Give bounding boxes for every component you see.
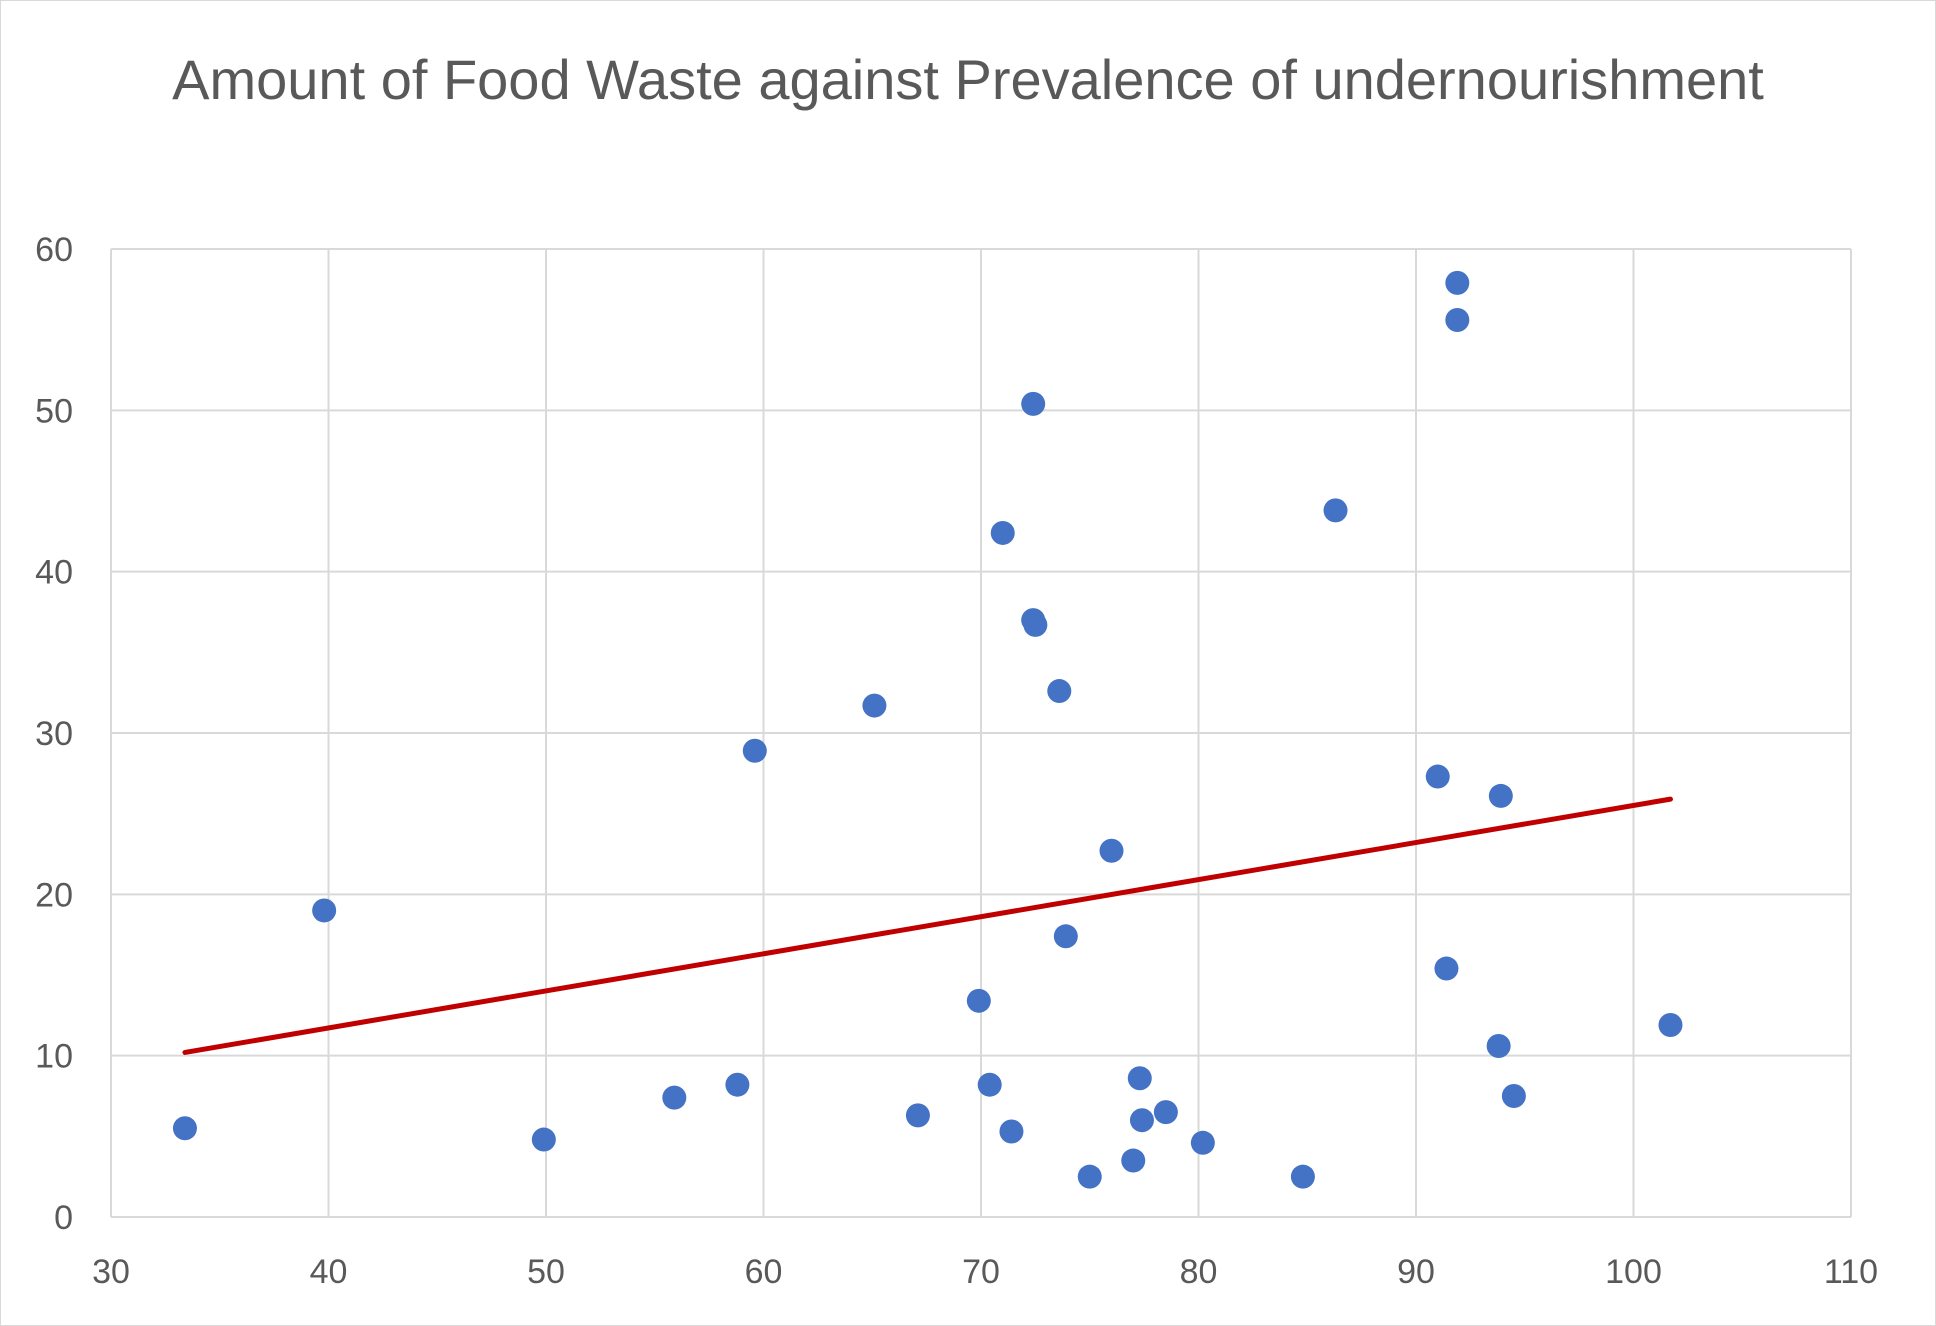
data-point	[1425, 764, 1450, 789]
data-point	[990, 520, 1015, 545]
data-point	[1501, 1084, 1526, 1108]
data-point	[1658, 1013, 1683, 1038]
data-point	[977, 1072, 1002, 1097]
data-point	[1323, 498, 1348, 523]
x-tick-label: 80	[1180, 1253, 1218, 1291]
data-point	[966, 988, 991, 1013]
data-point	[1047, 679, 1072, 704]
data-point	[1445, 307, 1470, 332]
data-point	[172, 1116, 197, 1141]
x-tick-label: 40	[310, 1253, 348, 1291]
x-tick-label: 100	[1605, 1253, 1662, 1291]
data-point	[1434, 956, 1459, 981]
data-point	[1486, 1033, 1511, 1058]
y-tick-label: 10	[35, 1038, 73, 1076]
data-point	[1021, 391, 1046, 416]
data-point	[1127, 1066, 1152, 1091]
data-point	[1099, 838, 1124, 863]
data-point	[1445, 270, 1470, 295]
trendline	[182, 796, 1673, 1055]
data-point	[531, 1127, 556, 1152]
data-point	[1077, 1164, 1102, 1189]
data-point	[312, 898, 337, 923]
x-tick-label: 70	[962, 1253, 1000, 1291]
x-axis-ticks: 30 40 50 60 70 80 90 100 110	[92, 1253, 1878, 1291]
data-point	[862, 693, 887, 718]
data-point	[725, 1072, 750, 1097]
data-point	[662, 1085, 687, 1110]
y-tick-label: 40	[35, 554, 73, 592]
y-axis-ticks: 0 10 20 30 40 50 60	[35, 231, 73, 1237]
data-points	[172, 270, 1683, 1189]
y-tick-label: 30	[35, 715, 73, 753]
x-tick-label: 90	[1397, 1253, 1435, 1291]
data-point	[742, 738, 767, 763]
data-point	[1488, 783, 1513, 808]
trendline-group	[182, 796, 1673, 1055]
x-tick-label: 50	[527, 1253, 565, 1291]
data-point	[1129, 1108, 1154, 1133]
y-tick-label: 20	[35, 876, 73, 914]
data-point	[1053, 924, 1078, 949]
data-point	[1290, 1164, 1315, 1189]
x-tick-label: 60	[745, 1253, 783, 1291]
x-tick-label: 110	[1824, 1253, 1878, 1291]
data-point	[1023, 612, 1048, 637]
data-point	[1153, 1100, 1178, 1125]
chart-title: Amount of Food Waste against Prevalence …	[172, 48, 1764, 111]
y-tick-label: 50	[35, 392, 73, 430]
y-tick-label: 0	[54, 1199, 73, 1237]
data-point	[905, 1103, 930, 1128]
data-point	[1190, 1130, 1215, 1155]
grid-lines	[110, 248, 1852, 1218]
data-point	[1121, 1148, 1146, 1173]
x-tick-label: 30	[92, 1253, 130, 1291]
data-point	[999, 1119, 1024, 1144]
y-tick-label: 60	[35, 231, 73, 269]
